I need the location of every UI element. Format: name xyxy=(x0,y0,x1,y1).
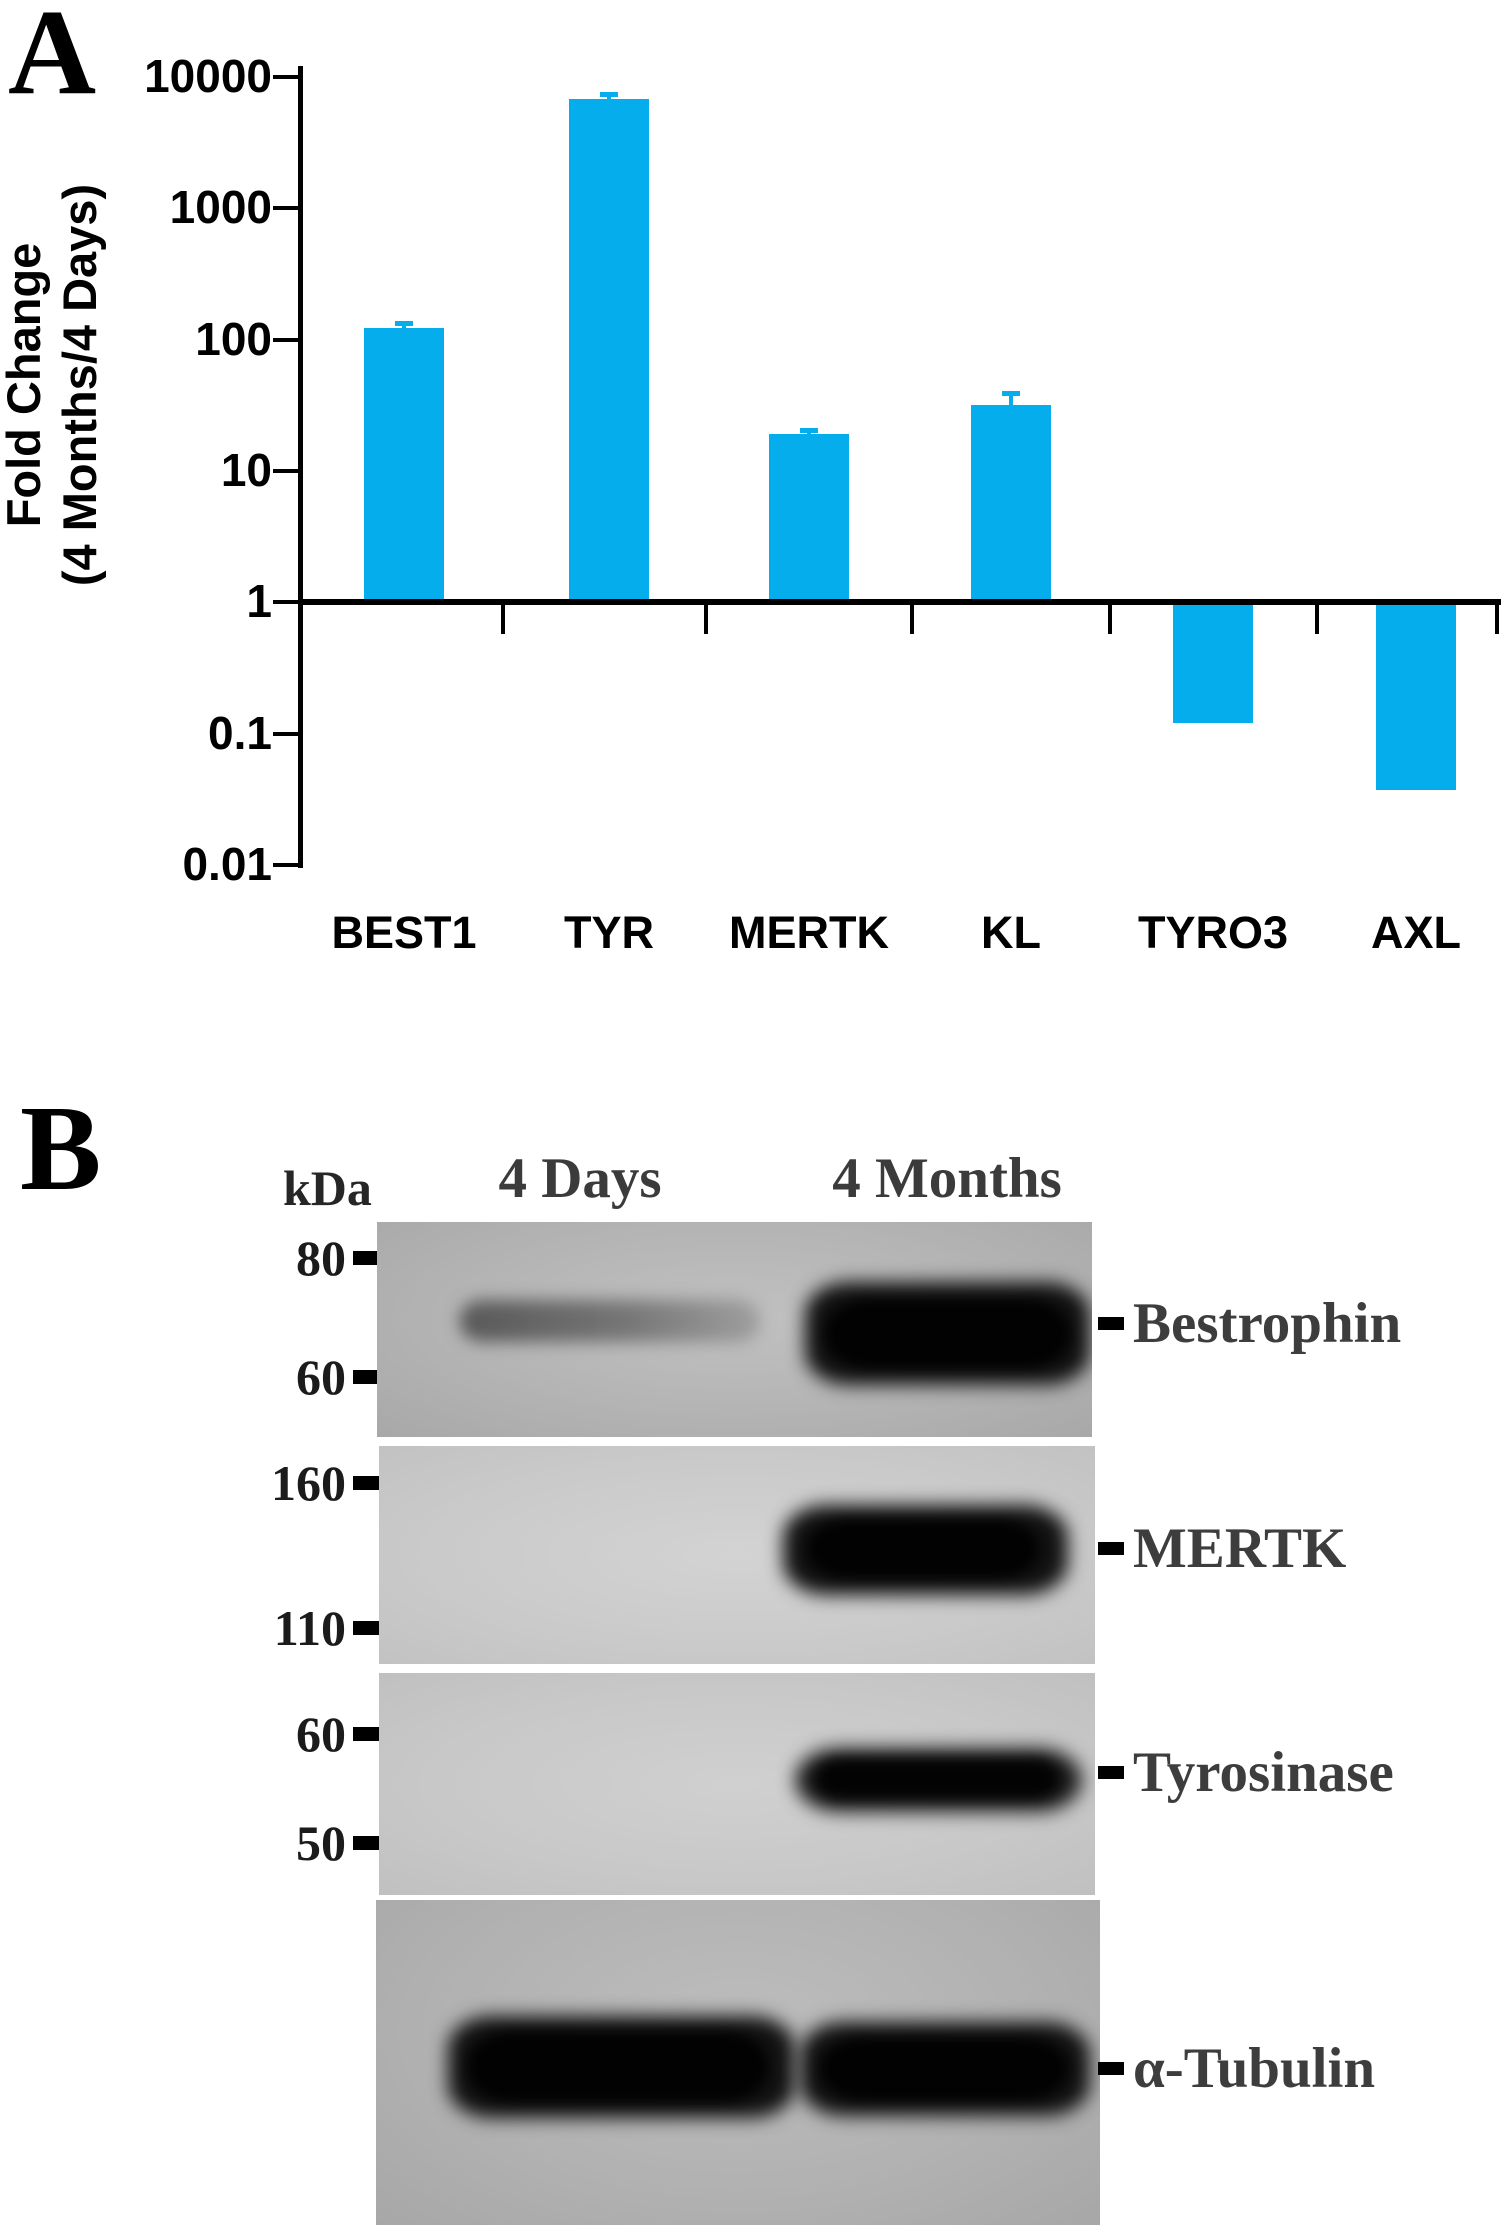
blot-image-bestrophin xyxy=(377,1222,1092,1437)
panel-a-letter: A xyxy=(8,0,97,120)
blot-image-tubulin xyxy=(376,1900,1100,2225)
panel-b-letter: B xyxy=(20,1081,102,1216)
band-bestrophin-4months-core xyxy=(825,1300,1070,1368)
error-bar-stem-KL xyxy=(1009,393,1013,405)
category-label-TYR: TYR xyxy=(564,907,654,958)
marker-80kda-label: 80 xyxy=(296,1230,346,1286)
protein-label-mertk: MERTK xyxy=(1098,1513,1346,1583)
category-label-TYRO3: TYRO3 xyxy=(1137,907,1289,958)
y-axis-tick xyxy=(273,862,300,867)
bar-TYR xyxy=(569,98,649,600)
x-axis-tick xyxy=(501,605,505,635)
kda-unit-label: kDa xyxy=(283,1160,372,1216)
marker-60kda-tyrosinase: 60 xyxy=(130,1708,380,1760)
error-bar-cap-BEST1 xyxy=(395,321,413,327)
error-bar-cap-TYR xyxy=(600,92,618,98)
marker-tick-icon xyxy=(353,1621,380,1635)
bar-MERTK xyxy=(769,434,849,600)
marker-110kda: 110 xyxy=(130,1602,380,1654)
y-axis-tick xyxy=(273,337,300,342)
protein-label-tubulin-text: α-Tubulin xyxy=(1133,2036,1376,2100)
error-bar-cap-MERTK xyxy=(800,427,818,433)
y-axis-tick-label: 10 xyxy=(220,443,272,496)
blot-image-mertk xyxy=(379,1446,1095,1664)
fold-change-bar-chart: Fold Change (4 Months/4 Days) 10000 1000 1… xyxy=(0,0,1503,1000)
marker-tick-icon xyxy=(353,1251,380,1265)
marker-50kda: 50 xyxy=(130,1817,380,1869)
band-tubulin-4days-core xyxy=(468,2032,768,2102)
category-label-BEST1: BEST1 xyxy=(331,907,477,958)
protein-label-bestrophin: Bestrophin xyxy=(1098,1288,1401,1358)
band-tyrosinase-4months-core xyxy=(815,1759,1060,1799)
band-pointer-icon xyxy=(1098,1765,1124,1779)
y-axis-line xyxy=(298,66,303,868)
marker-60kda-label: 60 xyxy=(296,1349,346,1405)
marker-110kda-label: 110 xyxy=(273,1600,346,1656)
category-label-KL: KL xyxy=(981,907,1041,958)
marker-160kda-label: 160 xyxy=(271,1455,346,1511)
marker-tick-icon xyxy=(353,1836,380,1850)
y-axis-tick xyxy=(273,75,300,79)
x-axis-tick xyxy=(1315,605,1319,635)
protein-label-mertk-text: MERTK xyxy=(1133,1516,1347,1580)
y-axis-tick xyxy=(273,600,300,605)
column-header-4-days: 4 Days xyxy=(498,1147,662,1210)
marker-50kda-label: 50 xyxy=(296,1815,346,1871)
category-label-MERTK: MERTK xyxy=(729,907,889,958)
marker-tick-icon xyxy=(353,1727,380,1741)
marker-tick-icon xyxy=(353,1370,380,1384)
band-bestrophin-4days xyxy=(460,1300,760,1342)
band-pointer-icon xyxy=(1098,2061,1124,2075)
x-axis-baseline xyxy=(298,599,1501,606)
x-axis-tick xyxy=(704,605,708,635)
y-axis-tick-label: 10000 xyxy=(144,50,272,102)
band-pointer-icon xyxy=(1098,1541,1124,1555)
y-axis-tick-label: 0.01 xyxy=(182,837,272,890)
marker-80kda: 80 xyxy=(130,1232,380,1284)
band-pointer-icon xyxy=(1098,1316,1124,1330)
y-axis-tick xyxy=(273,468,300,473)
marker-160kda: 160 xyxy=(130,1457,380,1509)
bar-TYRO3 xyxy=(1173,605,1253,724)
y-axis-tick-label: 0.1 xyxy=(208,706,272,759)
y-axis-tick-label: 1 xyxy=(246,575,272,628)
marker-60kda: 60 xyxy=(130,1351,380,1403)
y-axis-tick xyxy=(273,206,300,211)
y-axis-tick-label: 100 xyxy=(195,312,272,365)
x-axis-tick xyxy=(910,605,914,635)
column-header-4-months: 4 Months xyxy=(832,1147,1062,1210)
band-mertk-4months-core xyxy=(807,1520,1039,1578)
error-bar-cap-KL xyxy=(1002,391,1020,397)
protein-label-tyrosinase: Tyrosinase xyxy=(1098,1737,1394,1807)
marker-60kda-tyrosinase-label: 60 xyxy=(296,1706,346,1762)
marker-tick-icon xyxy=(353,1476,380,1490)
y-axis-tick-label: 1000 xyxy=(169,181,272,234)
protein-label-tubulin: α-Tubulin xyxy=(1098,2033,1375,2103)
y-axis-title-line2: (4 Months/4 Days) xyxy=(53,183,107,587)
y-axis-tick xyxy=(273,731,300,736)
x-axis-tick xyxy=(1108,605,1112,635)
blot-image-tyrosinase xyxy=(379,1673,1095,1895)
protein-label-bestrophin-text: Bestrophin xyxy=(1133,1291,1402,1355)
x-axis-tick xyxy=(1495,605,1499,635)
bar-AXL xyxy=(1376,605,1456,791)
band-tubulin-4months-core xyxy=(820,2038,1068,2100)
bar-KL xyxy=(971,404,1051,600)
protein-label-tyrosinase-text: Tyrosinase xyxy=(1133,1740,1394,1804)
bar-BEST1 xyxy=(364,327,444,600)
category-label-AXL: AXL xyxy=(1371,907,1461,958)
